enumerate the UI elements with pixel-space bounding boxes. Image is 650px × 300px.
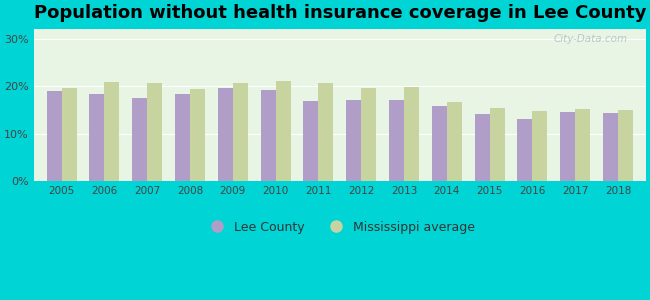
Bar [575,109,590,181]
Text: City-Data.com: City-Data.com [553,34,627,44]
Bar [304,101,318,181]
Bar [175,94,190,181]
Bar [532,111,547,181]
Bar [346,100,361,181]
Bar [389,100,404,181]
Bar [447,102,461,181]
Bar [276,81,291,181]
Bar [517,119,532,181]
Bar [560,112,575,181]
Bar [132,98,147,181]
Bar [62,88,77,181]
Bar [190,89,205,181]
Bar [218,88,233,181]
Bar [361,88,376,181]
Bar [603,113,618,181]
Bar [474,114,489,181]
Bar [318,83,333,181]
Bar [404,87,419,181]
Bar [105,82,120,181]
Bar [261,90,276,181]
Bar [147,83,162,181]
Bar [489,109,504,181]
Legend: Lee County, Mississippi average: Lee County, Mississippi average [199,216,480,238]
Bar [432,106,447,181]
Title: Population without health insurance coverage in Lee County: Population without health insurance cove… [34,4,646,22]
Bar [47,91,62,181]
Bar [90,94,105,181]
Bar [233,83,248,181]
Bar [618,110,633,181]
